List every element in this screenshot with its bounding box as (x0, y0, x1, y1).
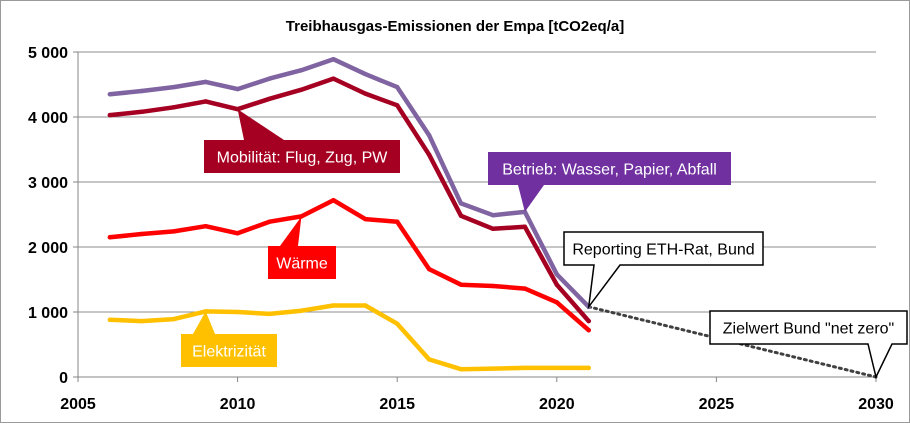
data-point-3-12 (490, 366, 496, 371)
data-point-1-15 (586, 318, 591, 324)
gridlines (78, 51, 876, 313)
data-point-1-7 (331, 76, 336, 81)
data-point-2-5 (267, 219, 272, 224)
chart-title: Treibhausgas-Emissionen der Empa [tCO2eq… (286, 18, 624, 35)
data-point-2-12 (490, 283, 496, 289)
data-point-1-14 (554, 282, 559, 287)
data-point-1-11 (458, 213, 464, 218)
data-point-2-4 (235, 231, 240, 236)
data-point-2-14 (554, 300, 559, 305)
data-point-2-1 (139, 231, 145, 237)
data-point-1-6 (299, 87, 304, 92)
series-line-1 (107, 76, 591, 324)
callout-label-mobilitaet: Mobilität: Flug, Zug, PW (217, 150, 389, 167)
data-point-0-1 (139, 88, 145, 94)
data-point-3-1 (139, 318, 145, 324)
y-tick-label-0: 0 (59, 370, 68, 387)
callout-box-mobilitaet (204, 109, 400, 173)
y-tick-label-4: 4 000 (28, 110, 68, 127)
data-point-0-0 (107, 92, 113, 97)
x-tick-label-4: 2025 (699, 396, 735, 413)
data-point-3-15 (586, 365, 591, 371)
data-point-0-2 (171, 84, 176, 90)
data-point-3-14 (554, 365, 559, 371)
data-point-2-9 (395, 219, 400, 224)
data-point-1-3 (203, 99, 208, 104)
data-point-0-12 (490, 212, 496, 218)
callout-box-zielwert (709, 310, 908, 380)
data-point-1-1 (139, 109, 145, 115)
data-point-0-10 (426, 133, 432, 138)
data-point-3-11 (458, 367, 464, 372)
data-point-3-3 (203, 309, 208, 314)
series-line-0 (107, 56, 591, 310)
data-point-1-8 (363, 91, 368, 96)
data-point-0-7 (331, 56, 336, 62)
callout-box-reporting (563, 231, 764, 310)
series-layer (107, 56, 878, 379)
data-point-2-0 (107, 235, 113, 240)
data-point-1-13 (522, 224, 528, 230)
callout-box-waerme (268, 216, 336, 279)
data-point-2-2 (171, 229, 176, 234)
axes (73, 51, 877, 382)
data-point-3-5 (267, 311, 272, 317)
data-point-2-13 (522, 286, 528, 291)
y-tick-label-3: 3 000 (28, 175, 68, 192)
data-point-1-10 (426, 152, 432, 157)
y-tick-label-5: 5 000 (28, 45, 68, 62)
data-point-3-2 (171, 316, 176, 322)
data-point-1-12 (490, 226, 496, 231)
callouts-layer: Mobilität: Flug, Zug, PW Betrieb: Wasser,… (181, 109, 908, 380)
x-tick-label-3: 2020 (539, 396, 575, 413)
data-point-2-15 (586, 328, 591, 333)
data-point-3-10 (426, 357, 432, 362)
x-tick-label-1: 2010 (220, 396, 256, 413)
data-point-0-5 (267, 76, 272, 81)
data-points-layer (107, 56, 591, 372)
data-point-2-7 (331, 198, 336, 203)
data-point-3-13 (522, 365, 528, 371)
data-point-1-2 (171, 105, 176, 110)
x-tick-label-2: 2015 (379, 396, 415, 413)
data-point-3-7 (331, 303, 336, 308)
series-line-2 (107, 197, 591, 333)
callout-box-elektrizitaet (181, 311, 277, 367)
data-point-2-11 (458, 282, 464, 287)
data-point-2-10 (426, 266, 432, 272)
tick-labels: 0 1 000 2 000 3 000 4 000 5 000 2005 2010 2015 20… (28, 45, 894, 413)
data-point-0-9 (395, 84, 400, 90)
data-point-1-5 (267, 96, 272, 102)
data-point-1-0 (107, 112, 113, 118)
data-point-0-8 (363, 71, 368, 77)
x-tick-label-0: 2005 (60, 396, 96, 413)
data-point-0-3 (203, 79, 208, 85)
callout-label-betrieb: Betrieb: Wasser, Papier, Abfall (502, 162, 717, 179)
data-point-3-4 (235, 309, 240, 315)
callout-label-zielwert: Zielwert Bund "net zero" (723, 321, 894, 338)
target-line-net-zero (587, 305, 878, 379)
callout-label-waerme: Wärme (276, 256, 328, 273)
callout-box-betrieb (488, 152, 731, 212)
y-tick-label-2: 2 000 (28, 240, 68, 257)
data-point-0-14 (554, 272, 559, 277)
x-tick-label-5: 2030 (858, 396, 894, 413)
callout-label-reporting: Reporting ETH-Rat, Bund (572, 242, 754, 259)
data-point-2-3 (203, 224, 208, 229)
series-line-3 (107, 303, 591, 372)
data-point-3-8 (363, 303, 368, 308)
data-point-0-4 (235, 86, 240, 92)
data-point-2-8 (363, 216, 368, 222)
data-point-3-0 (107, 317, 113, 322)
data-point-1-9 (395, 103, 400, 108)
data-point-0-6 (299, 68, 304, 73)
data-point-3-6 (299, 308, 304, 313)
data-point-3-9 (395, 321, 400, 326)
data-point-0-11 (458, 201, 464, 206)
callout-label-elektrizitaet: Elektrizität (192, 344, 266, 361)
y-tick-label-1: 1 000 (28, 305, 68, 322)
